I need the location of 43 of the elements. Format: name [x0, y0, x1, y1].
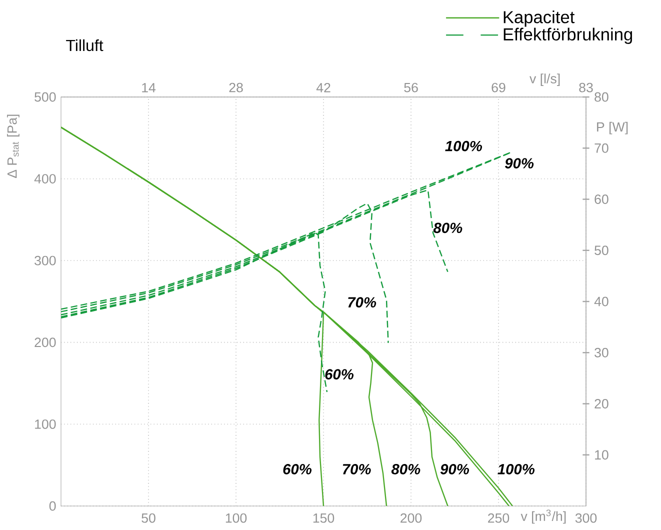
x-axis-title: v [m$^{3}$/h]: [520, 510, 566, 524]
x2-tick-label: 83: [579, 82, 593, 92]
annotation: 80%: [391, 464, 420, 474]
y2-tick-label: 10: [595, 450, 608, 460]
annotation: 60%: [325, 369, 354, 380]
x2-tick-label: 14: [142, 83, 156, 92]
x-tick-label: 50: [142, 513, 156, 523]
annotation: 90%: [504, 158, 534, 168]
chart-title: Tilluft: [66, 39, 104, 52]
x2-tick-label: 28: [229, 82, 243, 92]
y-tick-label: 400: [34, 174, 56, 184]
legend-label: Effektförbrukning: [504, 28, 632, 44]
y2-tick-label: 70: [594, 143, 608, 153]
annotation: 70%: [342, 464, 371, 474]
x2-axis-title: v [l/s]: [530, 74, 560, 86]
y-tick-label: 200: [34, 338, 56, 348]
x-tick-label: 250: [488, 513, 510, 523]
annotation: 70%: [348, 297, 376, 308]
y-tick-label: 100: [35, 419, 56, 429]
x2-tick-label: 42: [316, 82, 330, 92]
y2-tick-label: 60: [594, 194, 608, 204]
annotation: 80%: [433, 222, 462, 234]
x-tick-label: 300: [575, 513, 597, 523]
y-axis-title: Δ P$_{stat}$ [Pa]: [7, 114, 20, 178]
y2-tick-label: 50: [594, 246, 608, 256]
x-tick-label: 150: [313, 513, 334, 523]
y-tick-label: 500: [34, 92, 56, 102]
annotation: 90%: [440, 464, 470, 474]
x2-tick-label: 69: [492, 82, 506, 92]
y-tick-label: 300: [34, 256, 56, 266]
legend-label: Kapacitet: [504, 10, 575, 27]
x-tick-label: 200: [400, 513, 422, 523]
annotation: 100%: [498, 464, 535, 474]
y2-axis-title: P [W]: [597, 122, 628, 134]
x2-tick-label: 56: [404, 82, 418, 92]
x-tick-label: 100: [226, 513, 247, 523]
y2-tick-label: 40: [594, 296, 608, 306]
y-tick-label: 0: [49, 501, 56, 511]
y2-tick-label: 20: [594, 399, 608, 408]
annotation: 100%: [445, 140, 482, 152]
annotation: 60%: [283, 464, 312, 474]
y2-tick-label: 30: [594, 348, 608, 358]
y2-tick-label: 80: [594, 92, 608, 102]
